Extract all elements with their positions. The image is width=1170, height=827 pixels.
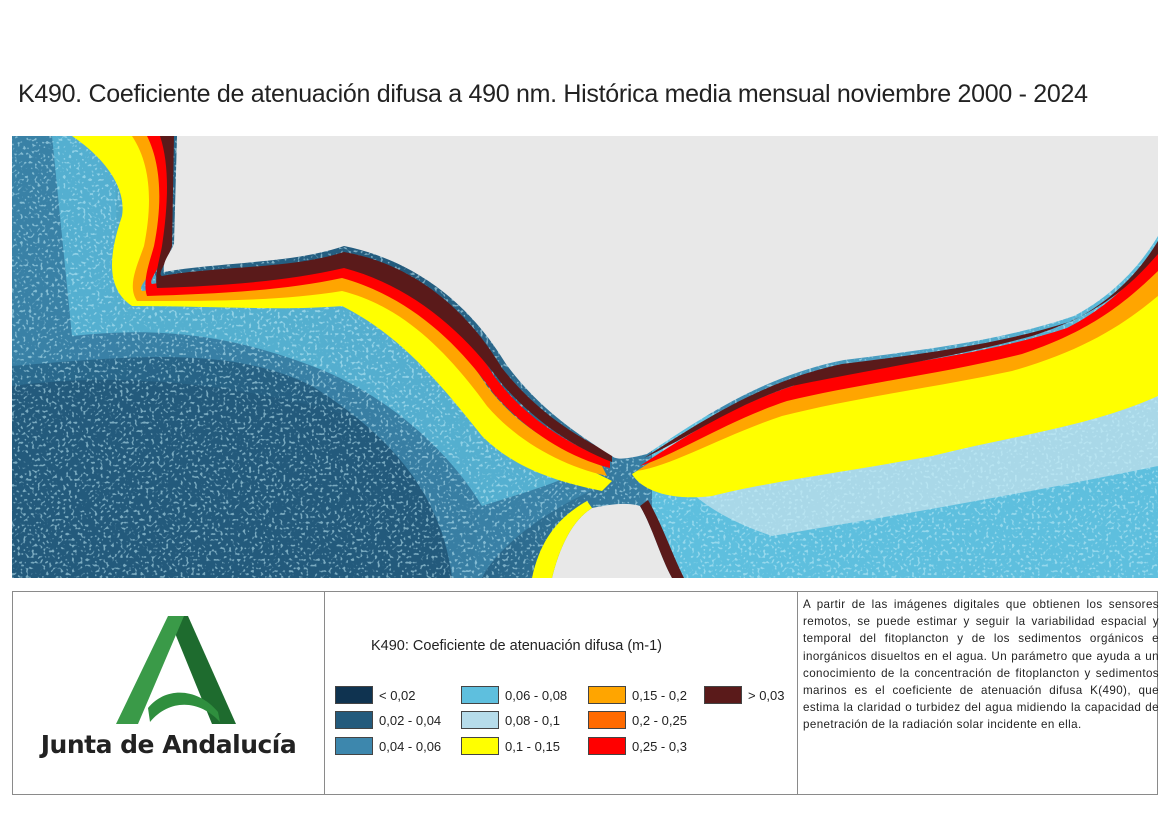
legend-swatch bbox=[461, 737, 499, 755]
legend-swatch bbox=[335, 711, 373, 729]
legend-item: 0,25 - 0,3 bbox=[588, 736, 687, 756]
africa-coastal-fringe bbox=[532, 501, 592, 578]
k490-map bbox=[12, 136, 1158, 578]
info-panel: Junta de Andalucía K490: Coeficiente de … bbox=[12, 591, 1159, 795]
atl-yellow-band bbox=[72, 136, 612, 491]
legend-label: 0,04 - 0,06 bbox=[379, 738, 442, 754]
legend-item: 0,2 - 0,25 bbox=[588, 710, 687, 730]
legend-label: 0,1 - 0,15 bbox=[505, 738, 560, 754]
land-africa bbox=[552, 503, 672, 578]
legend-label: 0,02 - 0,04 bbox=[379, 712, 442, 728]
map-title: K490. Coeficiente de atenuación difusa a… bbox=[18, 80, 1088, 108]
junta-andalucia-logo bbox=[116, 616, 236, 724]
legend-swatch bbox=[588, 737, 626, 755]
legend-item: 0,1 - 0,15 bbox=[461, 736, 560, 756]
legend-label: 0,2 - 0,25 bbox=[632, 712, 687, 728]
legend-item: 0,08 - 0,1 bbox=[461, 710, 560, 730]
legend-label: > 0,03 bbox=[748, 687, 785, 703]
legend-title: K490: Coeficiente de atenuación difusa (… bbox=[371, 638, 662, 654]
legend-label: 0,06 - 0,08 bbox=[505, 687, 568, 703]
legend-item: 0,06 - 0,08 bbox=[461, 685, 567, 705]
legend-swatch bbox=[335, 737, 373, 755]
legend-label: 0,08 - 0,1 bbox=[505, 712, 560, 728]
legend-label: 0,25 - 0,3 bbox=[632, 738, 687, 754]
legend-label: < 0,02 bbox=[379, 687, 416, 703]
land-iberia bbox=[163, 136, 1158, 459]
legend-item: > 0,03 bbox=[704, 685, 785, 705]
legend: K490: Coeficiente de atenuación difusa (… bbox=[324, 592, 798, 794]
africa-coastal-fringe-east bbox=[640, 500, 684, 578]
legend-item: 0,04 - 0,06 bbox=[335, 736, 441, 756]
legend-swatch bbox=[461, 711, 499, 729]
legend-label: 0,15 - 0,2 bbox=[632, 687, 687, 703]
legend-swatch bbox=[335, 686, 373, 704]
legend-swatch bbox=[588, 686, 626, 704]
legend-swatch bbox=[461, 686, 499, 704]
legend-swatch bbox=[704, 686, 742, 704]
med-orange-band bbox=[637, 256, 1158, 471]
legend-item: < 0,02 bbox=[335, 685, 416, 705]
description-text: A partir de las imágenes digitales que o… bbox=[803, 598, 1159, 732]
atl-red-band bbox=[145, 136, 610, 468]
atl-dark-band bbox=[156, 136, 613, 462]
logo-cell: Junta de Andalucía bbox=[13, 592, 325, 794]
brand-name: Junta de Andalucía bbox=[40, 730, 297, 759]
legend-item: 0,02 - 0,04 bbox=[335, 710, 441, 730]
atl-orange-band bbox=[132, 136, 607, 476]
legend-swatch bbox=[588, 711, 626, 729]
legend-item: 0,15 - 0,2 bbox=[588, 685, 687, 705]
